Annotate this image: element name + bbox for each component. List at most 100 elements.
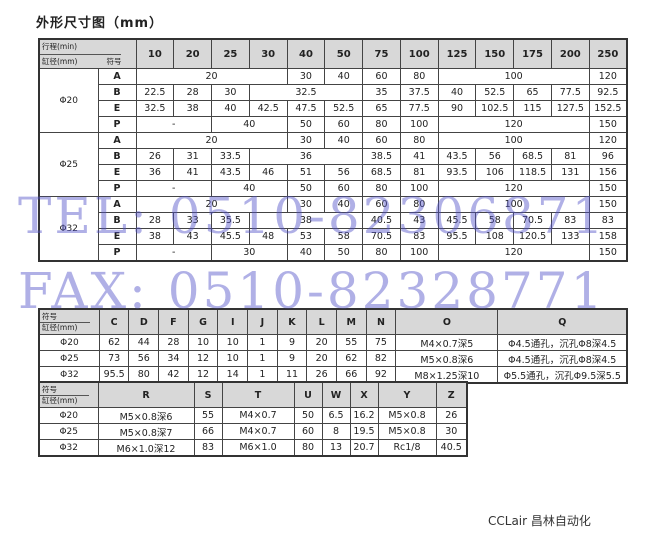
stroke-header: 50	[324, 38, 364, 69]
value-cell: 120.5	[513, 228, 552, 245]
page-title: 外形尺寸图（mm）	[36, 16, 164, 31]
value-cell: 40.5	[362, 212, 401, 229]
value-cell: 48	[248, 228, 288, 245]
symbol-cell: A	[97, 68, 137, 85]
bore-cell: Φ20	[38, 334, 100, 351]
corner-header: 符号 缸径(mm)	[38, 381, 99, 408]
value-cell: 50	[324, 244, 364, 262]
column-header: Z	[435, 381, 468, 408]
value-cell: Φ4.5通孔，沉孔Φ8深4.5	[497, 350, 628, 367]
stroke-header: 125	[437, 38, 477, 69]
column-header: T	[221, 381, 295, 408]
value-cell: 100	[437, 68, 590, 85]
value-cell: 53	[286, 228, 326, 245]
stroke-dimension-table: 行程(min) 缸径(mm) 符号 10 20 25 30 40 50 75 100 125 15…	[38, 38, 628, 262]
value-cell: 70.5	[513, 212, 552, 229]
value-cell: 30	[211, 244, 288, 262]
value-cell: 156	[588, 164, 628, 181]
value-cell: 20	[306, 350, 337, 367]
value-cell: 40	[324, 132, 364, 149]
value-cell: 90	[437, 100, 477, 117]
value-cell: 70.5	[362, 228, 401, 245]
value-cell: 38.5	[362, 148, 401, 165]
value-cell: 30	[435, 423, 468, 440]
value-cell: 36	[248, 148, 364, 165]
symbol-cell: B	[97, 84, 137, 101]
value-cell: 80	[362, 244, 401, 262]
value-cell: 40	[286, 244, 326, 262]
corner-bore-label: 缸径(mm)	[42, 57, 78, 66]
stroke-header: 30	[248, 38, 288, 69]
table-row: Φ20 A 20 30 40 60 80 100 120	[38, 68, 628, 133]
value-cell: 13	[321, 439, 351, 457]
value-cell: 38	[135, 228, 175, 245]
column-header: N	[365, 308, 397, 335]
symbol-cell: E	[97, 164, 137, 181]
value-cell: 32.5	[135, 100, 175, 117]
stroke-header: 40	[286, 38, 326, 69]
bore-cell: Φ20	[38, 407, 99, 424]
value-cell: 120	[588, 68, 628, 85]
value-cell: 20	[135, 68, 288, 85]
value-cell: 62	[335, 350, 367, 367]
corner-divider	[40, 322, 90, 323]
value-cell: M5×0.8	[377, 423, 437, 440]
value-cell: 20.7	[349, 439, 379, 457]
value-cell: 40	[211, 180, 288, 197]
value-cell: 80	[362, 116, 401, 133]
value-cell: 55	[335, 334, 367, 351]
table-row: Φ25 M5×0.8深7 66 M4×0.7 60 8 19.5 M5×0.8 30	[38, 423, 468, 440]
table-row: Φ32 A 20 30 40 60 80 100 150	[38, 196, 628, 262]
column-header: W	[321, 381, 351, 408]
corner-header: 行程(min) 缸径(mm) 符号	[38, 38, 137, 69]
value-cell: M6×1.0深12	[97, 439, 195, 457]
value-cell: 68.5	[362, 164, 401, 181]
value-cell: 68.5	[513, 148, 552, 165]
value-cell: 1	[247, 334, 278, 351]
value-cell: 80	[293, 439, 323, 457]
value-cell: 34	[158, 350, 189, 367]
value-cell: 33.5	[211, 148, 250, 165]
value-cell: 38	[173, 100, 213, 117]
corner-divider	[40, 395, 89, 396]
value-cell: 52.5	[475, 84, 515, 101]
value-cell: 133	[550, 228, 590, 245]
value-cell: 65	[362, 100, 401, 117]
symbol-cell: B	[97, 148, 137, 165]
stroke-header: 200	[550, 38, 590, 69]
column-header: M	[335, 308, 367, 335]
symbol-cell: A	[97, 196, 137, 213]
value-cell: 100	[399, 244, 439, 262]
value-cell: 131	[550, 164, 590, 181]
value-cell: 80	[399, 196, 439, 213]
value-cell: 115	[513, 100, 552, 117]
value-cell: 150	[588, 196, 628, 213]
value-cell: 102.5	[475, 100, 515, 117]
value-cell: 60	[362, 68, 401, 85]
value-cell: 26	[435, 407, 468, 424]
value-cell: 82	[365, 350, 397, 367]
value-cell: 92.5	[588, 84, 628, 101]
value-cell: 120	[437, 116, 590, 133]
value-cell: 118.5	[513, 164, 552, 181]
value-cell: 20	[135, 132, 288, 149]
table-row: E 36 41 43.5 46 51 56 68.5 81 93.5 106 118.5 131 156	[39, 164, 628, 181]
value-cell: Rc1/8	[377, 439, 437, 457]
value-cell: 40	[324, 196, 364, 213]
table-row: P -40 50 60 80 100 120 150	[39, 180, 628, 197]
value-cell: M5×0.8深6	[395, 350, 499, 367]
column-header: F	[158, 308, 189, 335]
value-cell: 45.5	[211, 228, 250, 245]
value-cell: 127.5	[550, 100, 590, 117]
table-row: Φ25 A 20 30 40 60 80 100 120	[38, 132, 628, 197]
corner-stroke-label: 行程(min)	[42, 42, 77, 51]
value-cell: M4×0.7深5	[395, 334, 499, 351]
bore-cell: Φ32	[38, 439, 99, 457]
stroke-header: 20	[173, 38, 213, 69]
column-header: Q	[497, 308, 628, 335]
value-cell: 28	[135, 212, 175, 229]
value-cell: 40.5	[435, 439, 468, 457]
value-cell: 22.5	[135, 84, 175, 101]
value-cell: 56	[128, 350, 160, 367]
